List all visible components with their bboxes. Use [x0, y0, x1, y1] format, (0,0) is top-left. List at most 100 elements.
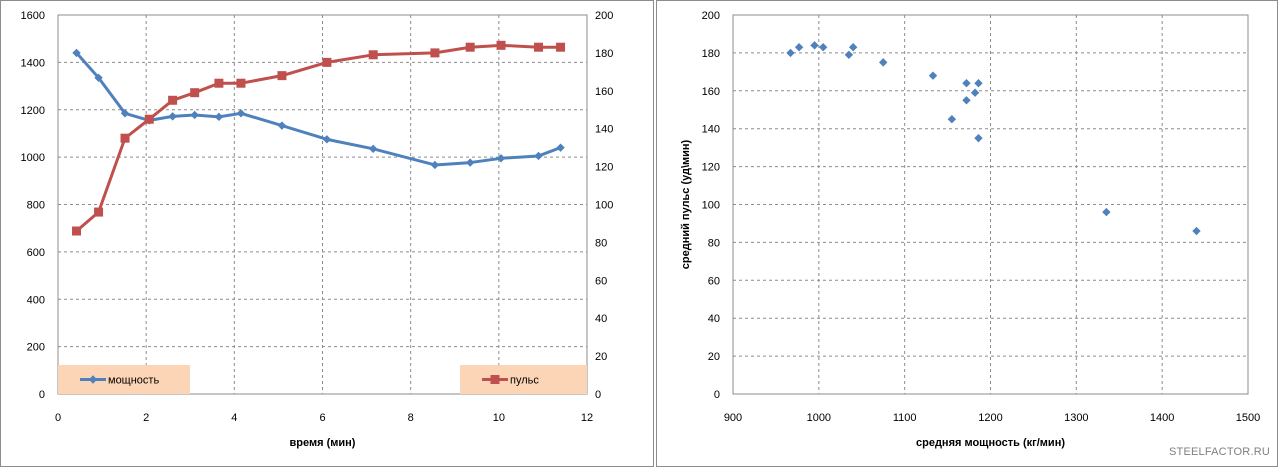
- series-line-pulse: [75, 43, 561, 233]
- data-point-pulse: [277, 71, 287, 81]
- data-point-pulse: [190, 88, 200, 98]
- y-tick-label: 600: [27, 247, 45, 259]
- line-chart-panel: 0 200 400 600 800 1000 1200 1400 1600 0 20 40 60 80 10…: [0, 0, 654, 467]
- y2-tick-label: 160: [595, 86, 613, 98]
- data-point-power: [496, 154, 506, 163]
- scatter-point: [1192, 226, 1201, 236]
- data-point-pulse: [72, 226, 82, 236]
- y-tick-label: 200: [702, 10, 720, 22]
- x-tick-label: 1400: [1150, 412, 1174, 424]
- y2-tick-label: 60: [595, 275, 607, 287]
- scatter-point: [974, 133, 983, 143]
- scatter-point: [962, 79, 971, 88]
- scatter-point: [786, 48, 795, 58]
- x-tick-label: 0: [55, 412, 61, 424]
- y-tick-label: 400: [27, 294, 45, 306]
- data-point-power: [534, 151, 543, 161]
- scatter-point: [962, 96, 971, 105]
- data-point-pulse: [465, 42, 475, 52]
- legend-marker: [490, 375, 500, 384]
- data-point-power: [368, 144, 378, 154]
- plot-area-border: [57, 14, 588, 395]
- legend-label: мощность: [108, 375, 159, 387]
- data-point-power: [214, 112, 224, 122]
- x-tick-label: 1300: [1064, 412, 1088, 424]
- y-tick-label: 80: [708, 237, 720, 249]
- data-point-pulse: [94, 207, 104, 217]
- data-point-pulse: [430, 48, 440, 58]
- x-axis-title: средняя мощность (кг/мин): [916, 437, 1065, 449]
- data-point-power: [465, 158, 475, 167]
- scatter-point: [928, 71, 938, 80]
- plot-area-border: [732, 14, 1249, 395]
- data-point-pulse: [236, 78, 246, 88]
- x-tick-label: 1000: [807, 412, 831, 424]
- scatter-point: [974, 79, 983, 88]
- y2-tick-label: 100: [595, 200, 613, 212]
- scatter-point: [818, 43, 828, 52]
- data-point-power: [277, 121, 287, 130]
- y-tick-label: 0: [714, 389, 720, 401]
- scatter-point: [848, 43, 858, 52]
- watermark-text: STEELFACTOR.RU: [1168, 446, 1270, 458]
- data-point-pulse: [534, 42, 544, 52]
- data-point-pulse: [322, 57, 332, 67]
- y2-tick-label: 200: [595, 10, 613, 22]
- y2-tick-label: 140: [595, 124, 613, 136]
- legend-label: пульс: [510, 375, 539, 387]
- y-tick-label: 40: [708, 313, 720, 325]
- series-line-power: [75, 51, 562, 167]
- line-chart: 0200400600800100012001400160002040608010…: [21, 10, 614, 449]
- y-tick-label: 20: [708, 351, 720, 363]
- scatter-point: [947, 115, 957, 124]
- y-tick-label: 1200: [21, 105, 45, 117]
- legend-marker: [88, 375, 98, 384]
- y-tick-label: 1000: [21, 152, 45, 164]
- data-point-power: [190, 110, 199, 120]
- y-tick-label: 160: [702, 86, 720, 98]
- scatter-chart: 0 20 40 60 80 100 120 140 160 180 200 900 1000 1100 12…: [680, 10, 1260, 449]
- data-point-pulse: [168, 95, 178, 105]
- x-tick-label: 1200: [978, 412, 1002, 424]
- scatter-point: [879, 58, 888, 67]
- y-tick-label: 1400: [21, 57, 45, 69]
- y-tick-label: 100: [702, 200, 720, 212]
- data-point-pulse: [368, 50, 378, 60]
- scatter-chart-panel: 0 20 40 60 80 100 120 140 160 180 200 900 1000 1100 12…: [656, 0, 1278, 467]
- scatter-point: [844, 50, 854, 59]
- y-axis-title: средний пульс (уд\мин): [680, 139, 692, 269]
- x-tick-label: 12: [581, 412, 593, 424]
- data-point-power: [322, 135, 332, 144]
- data-point-pulse: [144, 114, 154, 124]
- scatter-point: [794, 43, 804, 52]
- y2-tick-label: 40: [595, 313, 607, 325]
- x-tick-label: 1100: [893, 412, 917, 424]
- x-tick-label: 6: [319, 412, 325, 424]
- x-tick-label: 1500: [1236, 412, 1260, 424]
- y-tick-label: 0: [39, 389, 45, 401]
- y2-tick-label: 80: [595, 237, 607, 249]
- y-tick-label: 180: [702, 48, 720, 60]
- y2-tick-label: 20: [595, 351, 607, 363]
- scatter-point: [970, 88, 980, 97]
- y-tick-label: 120: [702, 162, 720, 174]
- scatter-point: [810, 41, 819, 50]
- y-tick-label: 140: [702, 124, 720, 136]
- data-point-power: [430, 160, 440, 170]
- data-point-pulse: [496, 40, 506, 50]
- y-tick-label: 60: [708, 275, 720, 287]
- data-point-power: [94, 73, 103, 82]
- data-point-power: [72, 48, 81, 58]
- y2-tick-label: 180: [595, 48, 613, 60]
- x-tick-label: 2: [143, 412, 149, 424]
- data-point-pulse: [556, 42, 566, 52]
- data-point-power: [168, 112, 177, 121]
- y2-tick-label: 0: [595, 389, 601, 401]
- x-tick-label: 8: [408, 412, 414, 424]
- scatter-point: [1102, 207, 1111, 217]
- x-tick-label: 10: [493, 412, 505, 424]
- data-point-power: [556, 143, 565, 152]
- x-axis-title: время (мин): [290, 437, 356, 449]
- data-point-power: [120, 109, 130, 118]
- y-tick-label: 1600: [21, 10, 45, 22]
